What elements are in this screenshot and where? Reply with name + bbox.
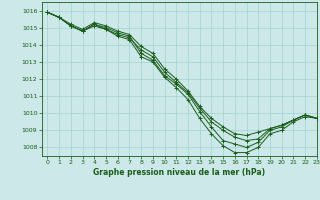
X-axis label: Graphe pression niveau de la mer (hPa): Graphe pression niveau de la mer (hPa) [93,168,265,177]
